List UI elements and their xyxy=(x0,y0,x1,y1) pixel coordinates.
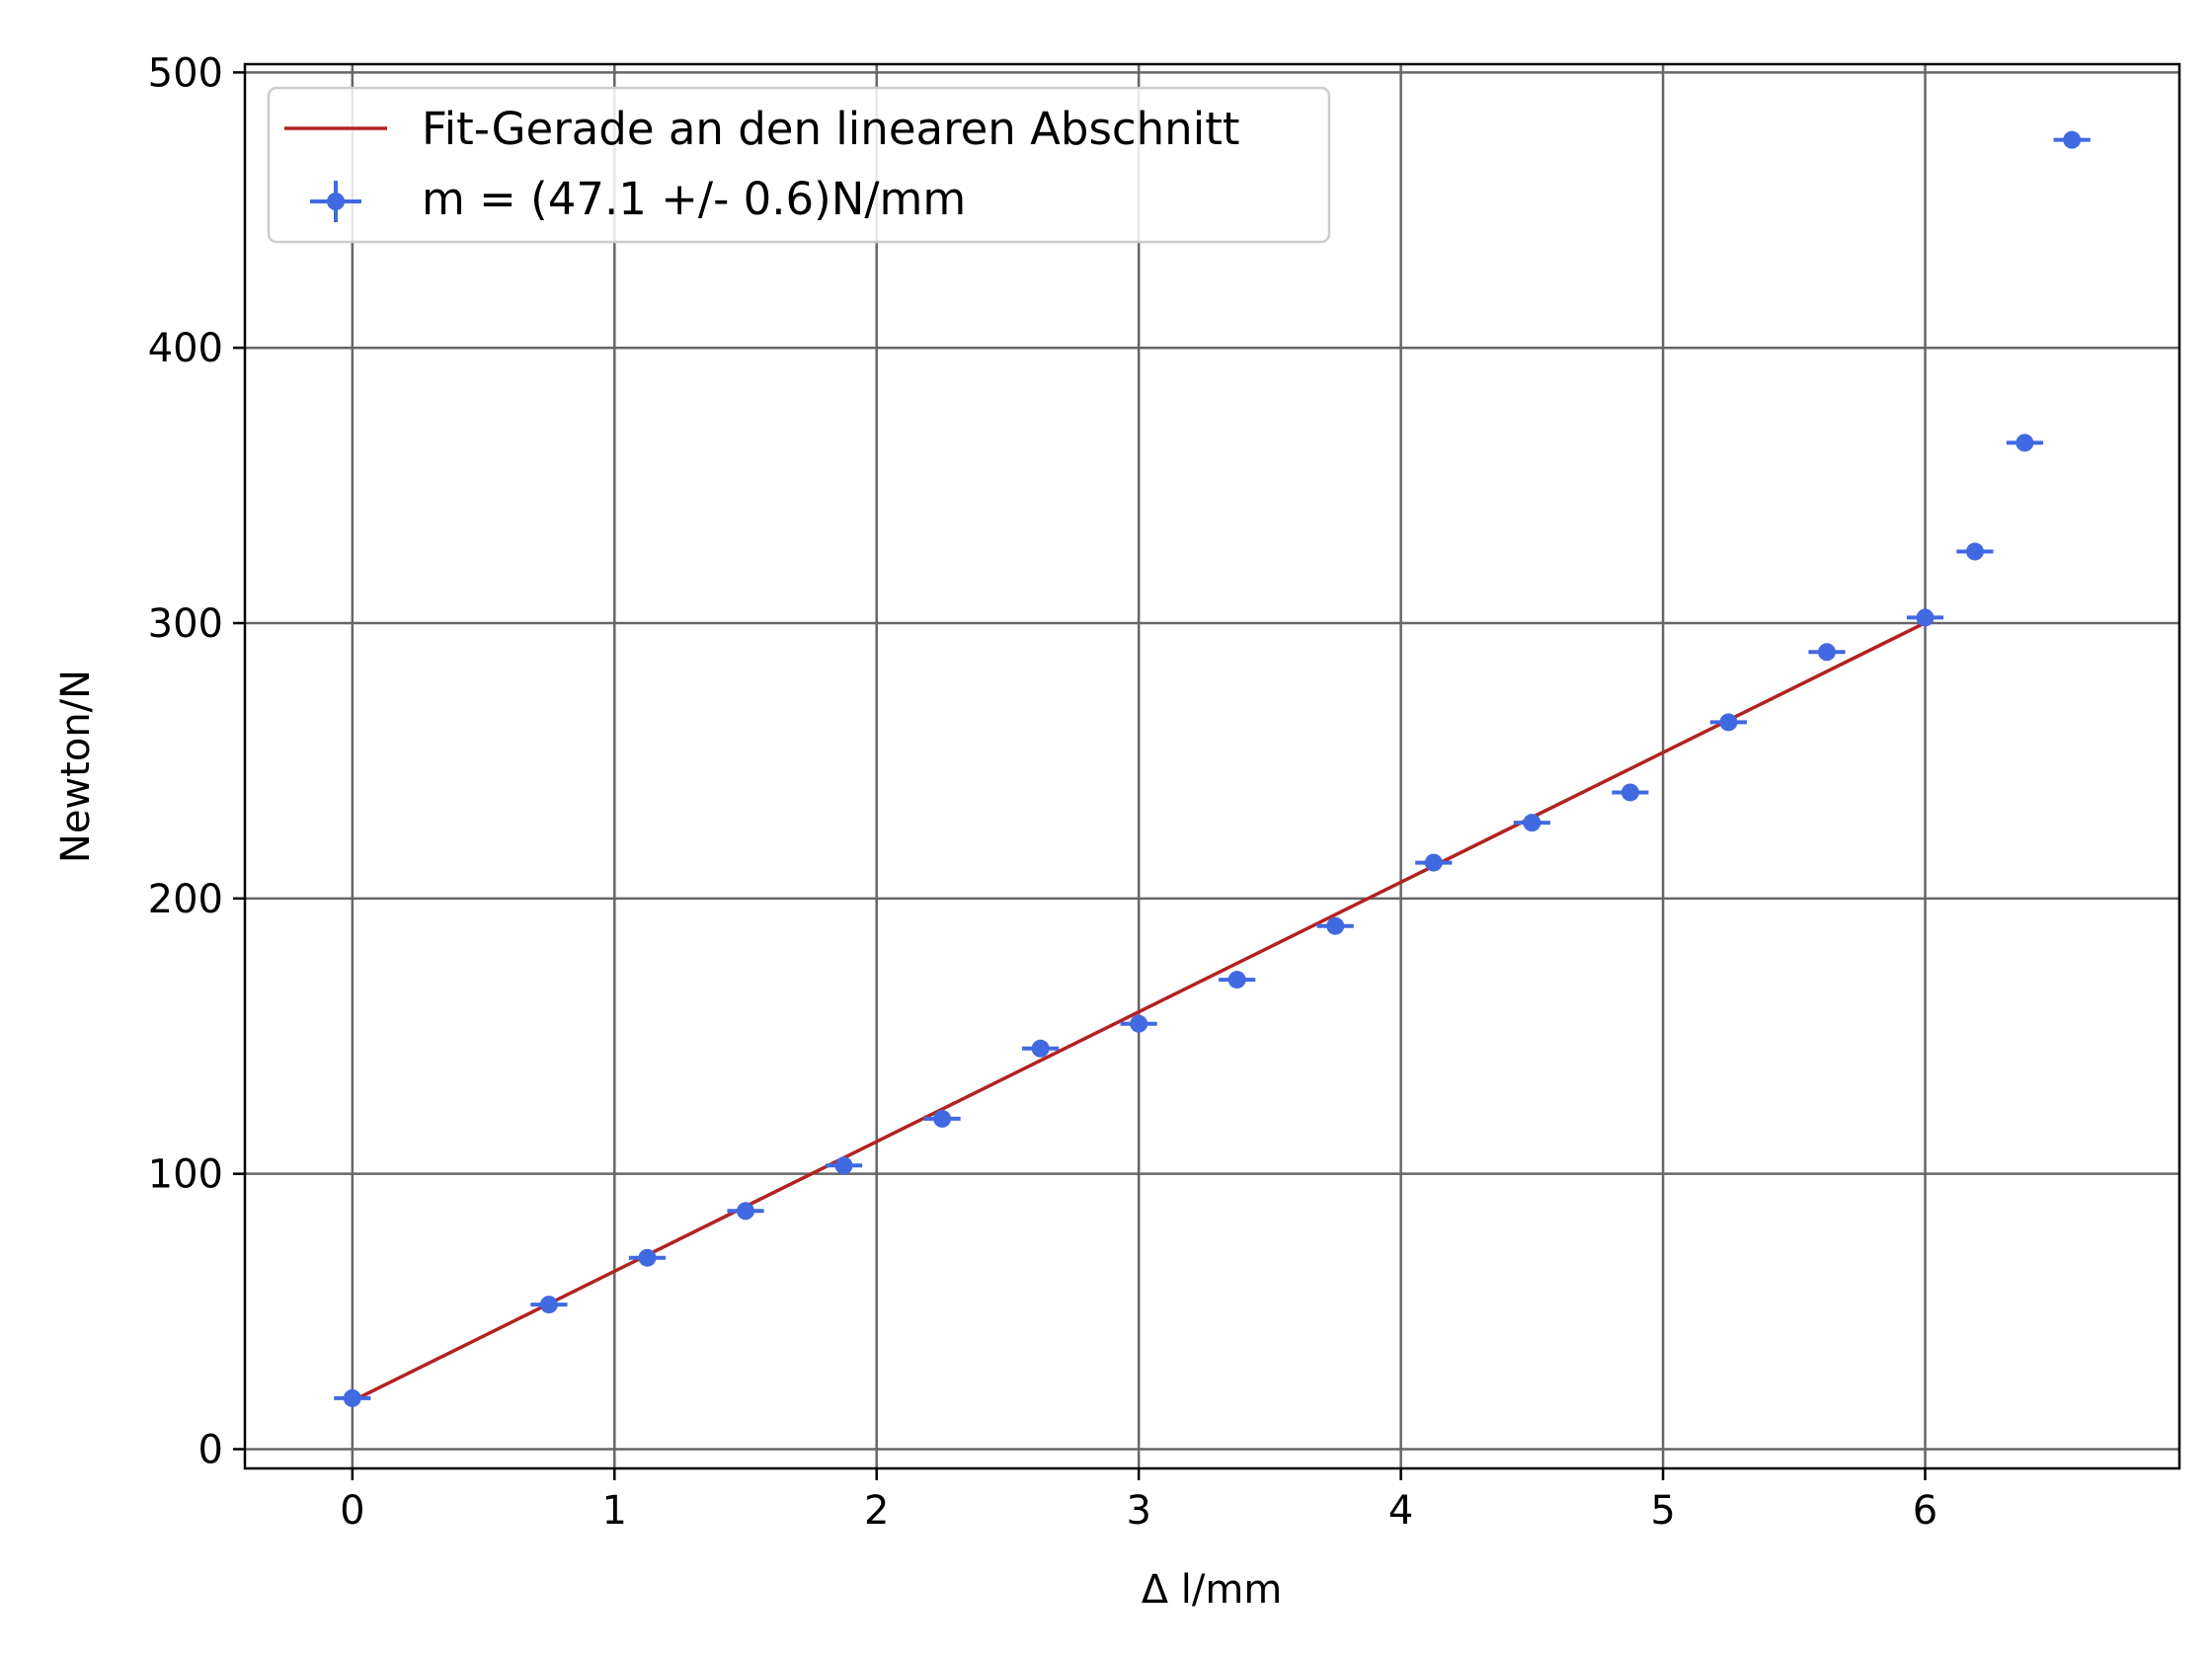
axis-ticks: 0 1 2 3 4 5 6 0 100 200 300 400 500 xyxy=(148,50,1938,1534)
y-tick-label: 0 xyxy=(198,1427,223,1472)
data-marker xyxy=(933,1109,952,1128)
data-marker xyxy=(2015,434,2034,452)
data-marker xyxy=(1719,713,1738,732)
data-point xyxy=(1316,916,1354,935)
x-axis-label: Δ l/mm xyxy=(1142,1567,1283,1613)
data-marker xyxy=(638,1248,657,1267)
grid-lines xyxy=(245,64,2179,1468)
legend-data-label: m = (47.1 +/- 0.6)N/mm xyxy=(422,173,966,225)
data-point xyxy=(1906,608,1944,627)
data-point xyxy=(1219,971,1256,989)
data-point xyxy=(1709,713,1748,732)
data-points-layer xyxy=(334,130,2091,1407)
fit-line-layer xyxy=(352,621,1927,1403)
data-point xyxy=(1612,783,1649,802)
data-marker xyxy=(1916,608,1935,627)
y-tick-label: 100 xyxy=(148,1152,223,1198)
data-marker xyxy=(1227,971,1246,989)
fit-line xyxy=(352,621,1927,1403)
data-marker xyxy=(343,1388,361,1407)
x-tick-label: 1 xyxy=(602,1488,627,1534)
legend-fit-label: Fit-Gerade an den linearen Abschnitt xyxy=(422,103,1239,155)
y-tick-label: 200 xyxy=(148,877,223,922)
data-marker xyxy=(737,1202,755,1221)
data-point xyxy=(727,1202,764,1221)
data-marker xyxy=(1031,1039,1050,1058)
x-tick-label: 5 xyxy=(1650,1488,1675,1534)
data-point xyxy=(923,1109,961,1128)
data-marker xyxy=(539,1296,558,1314)
legend-box xyxy=(267,86,1331,244)
data-marker xyxy=(1326,916,1345,935)
y-tick-label: 300 xyxy=(148,601,223,647)
data-marker xyxy=(1523,814,1541,832)
data-point xyxy=(2006,434,2043,452)
data-marker xyxy=(1817,643,1836,662)
data-point xyxy=(530,1296,568,1314)
legend-errorbar-swatch xyxy=(310,181,361,222)
data-point xyxy=(1415,853,1453,872)
data-point xyxy=(1808,643,1846,662)
data-marker xyxy=(1130,1014,1148,1033)
x-tick-label: 0 xyxy=(340,1488,364,1534)
data-point xyxy=(628,1248,667,1267)
data-marker xyxy=(1620,783,1639,802)
data-marker xyxy=(2063,130,2082,149)
y-tick-label: 400 xyxy=(148,326,223,371)
data-point xyxy=(334,1388,371,1407)
data-point xyxy=(825,1156,863,1175)
x-tick-label: 3 xyxy=(1126,1488,1150,1534)
data-point xyxy=(1513,814,1550,832)
legend: Fit-Gerade an den linearen Abschnitt m =… xyxy=(267,86,1331,244)
data-marker xyxy=(1965,542,1984,561)
data-point xyxy=(1120,1014,1157,1033)
x-tick-label: 2 xyxy=(864,1488,889,1534)
plot-frame xyxy=(243,62,2181,1470)
x-tick-label: 6 xyxy=(1913,1488,1937,1534)
data-marker xyxy=(834,1156,853,1175)
data-point xyxy=(1022,1039,1060,1058)
x-tick-label: 4 xyxy=(1388,1488,1413,1534)
y-axis-label: Newton/N xyxy=(53,670,99,863)
data-point xyxy=(1956,542,1994,561)
data-point xyxy=(2053,130,2091,149)
data-marker xyxy=(1424,853,1443,872)
y-tick-label: 500 xyxy=(148,50,223,96)
